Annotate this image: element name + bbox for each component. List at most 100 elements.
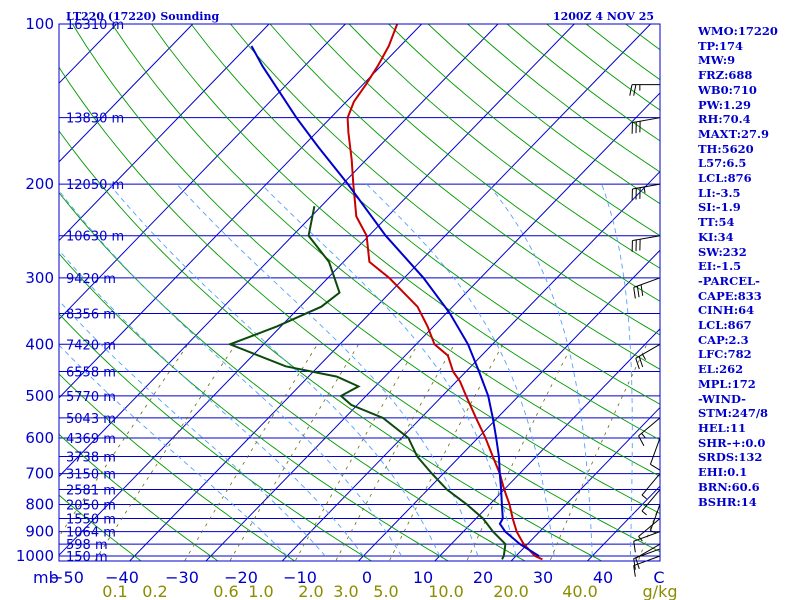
- mixing-ratio-line: [388, 344, 504, 561]
- pressure-tick-label: 600: [25, 429, 54, 447]
- wind-barb: [633, 531, 661, 553]
- wind-barb: [629, 84, 660, 96]
- station-title: LT220 (17220) Sounding: [66, 10, 219, 23]
- height-label: 6558 m: [66, 366, 116, 381]
- pressure-tick-label: 900: [25, 523, 54, 541]
- height-label: 10630 m: [66, 230, 124, 245]
- parcel-profile: [250, 45, 540, 557]
- stat-item: TH:5620: [698, 141, 754, 156]
- moist-adiabat: [176, 183, 479, 557]
- stat-item: EHI:0.1: [698, 465, 748, 480]
- mixing-ratio-label: 10.0: [428, 582, 464, 600]
- stat-item: PW:1.29: [698, 97, 752, 112]
- wind-barbs: [629, 84, 661, 577]
- isotherm-line: [129, 24, 651, 561]
- dry-adiabat: [111, 24, 660, 477]
- height-label: 5770 m: [66, 390, 116, 405]
- stat-item: CAPE:833: [698, 288, 762, 303]
- height-label: 12050 m: [66, 178, 124, 193]
- stat-item: BSHR:14: [698, 494, 757, 509]
- stat-item: RH:70.4: [698, 112, 751, 127]
- sounding-indices: WMO:17220 TP:174 MW:9 FRZ:688 WB0:710 PW:1.29…: [698, 24, 778, 509]
- dry-adiabat: [151, 24, 660, 441]
- stat-item: MPL:172: [698, 376, 756, 391]
- dry-adiabat: [59, 66, 660, 553]
- height-label: 4369 m: [66, 432, 116, 447]
- stat-item: SI:-1.9: [698, 200, 741, 215]
- mixing-ratio-line: [229, 344, 359, 561]
- pressure-tick-label: 100: [25, 15, 54, 33]
- dry-adiabat: [309, 24, 660, 302]
- plot-area: [59, 24, 660, 561]
- isotherm-line: [59, 24, 346, 320]
- moist-adiabat: [487, 183, 593, 557]
- temperature-tick-label: −40: [105, 568, 139, 587]
- pressure-tick-label: 700: [25, 465, 54, 483]
- stat-item: LCL:867: [698, 318, 752, 333]
- stat-item: KI:34: [698, 229, 734, 244]
- isotherm-line: [510, 406, 660, 561]
- stat-item: EI:-1.5: [698, 259, 742, 274]
- moist-adiabat: [366, 183, 555, 557]
- height-label: 598 m: [66, 538, 108, 553]
- stat-item: SHR-+:0.0: [698, 435, 766, 450]
- moist-adiabat: [59, 300, 326, 557]
- dry-adiabat: [269, 24, 660, 336]
- height-label: 5043 m: [66, 412, 116, 427]
- isotherm-line: [59, 24, 422, 399]
- temperature-tick-label: −20: [224, 568, 258, 587]
- mixing-ratio-line: [335, 344, 455, 561]
- stat-item: BRN:60.6: [698, 479, 760, 494]
- wind-barb: [649, 437, 661, 471]
- dry-adiabat: [59, 130, 603, 561]
- profile-lines: [227, 24, 543, 561]
- height-label: 1550 m: [66, 512, 116, 527]
- temperature-tick-label: −30: [165, 568, 199, 587]
- isotherm-line: [281, 170, 660, 561]
- pressure-tick-label: 500: [25, 387, 54, 405]
- stat-item: WB0:710: [698, 82, 757, 97]
- dry-adiabat: [59, 494, 142, 561]
- temperature-profile: [346, 24, 543, 561]
- stat-item: MAXT:27.9: [698, 126, 769, 141]
- stat-item: -PARCEL-: [698, 273, 760, 288]
- dry-adiabat: [190, 24, 660, 405]
- wind-barb: [641, 473, 661, 500]
- wind-barb: [635, 543, 661, 569]
- temperature-tick-label: C: [653, 568, 664, 587]
- pressure-tick-label: 300: [25, 269, 54, 287]
- temperature-tick-label: 40: [593, 568, 613, 587]
- moist-adiabat: [59, 189, 402, 557]
- dry-adiabat: [230, 24, 660, 370]
- pressure-tick-label: 1000: [16, 547, 54, 565]
- temperature-tick-label: 30: [533, 568, 553, 587]
- dry-adiabat: [59, 252, 450, 561]
- stat-item: FRZ:688: [698, 68, 753, 83]
- pressure-tick-label: 800: [25, 495, 54, 513]
- dry-adiabat: [59, 433, 219, 561]
- plot-frame: [58, 23, 661, 562]
- dry-adiabat: [59, 373, 296, 561]
- dry-adiabat: [59, 192, 526, 561]
- mixing-ratio-label: 5.0: [373, 582, 398, 600]
- stat-item: SW:232: [698, 244, 747, 259]
- stat-item: TT:54: [698, 215, 735, 230]
- temperature-tick-label: 10: [413, 568, 433, 587]
- temperature-tick-label: −50: [50, 568, 84, 587]
- isotherm-line: [205, 92, 660, 561]
- stat-item: LI:-3.5: [698, 185, 741, 200]
- wind-barb: [638, 518, 661, 542]
- temperature-tick-label: 0: [362, 568, 372, 587]
- stat-item: LCL:876: [698, 171, 752, 186]
- stat-item: EL:262: [698, 362, 744, 377]
- stat-item: STM:247/8: [698, 406, 769, 421]
- moist-adiabat: [669, 184, 692, 556]
- pressure-unit-label: mb: [33, 568, 59, 587]
- wind-barb: [631, 183, 661, 201]
- pressure-tick-label: 200: [25, 175, 54, 193]
- height-label: 1064 m: [66, 526, 116, 541]
- mixing-ratio-label: 40.0: [562, 582, 598, 600]
- height-label: 16310 m: [66, 18, 124, 33]
- mixing-ratio-label: 0.6: [213, 582, 238, 600]
